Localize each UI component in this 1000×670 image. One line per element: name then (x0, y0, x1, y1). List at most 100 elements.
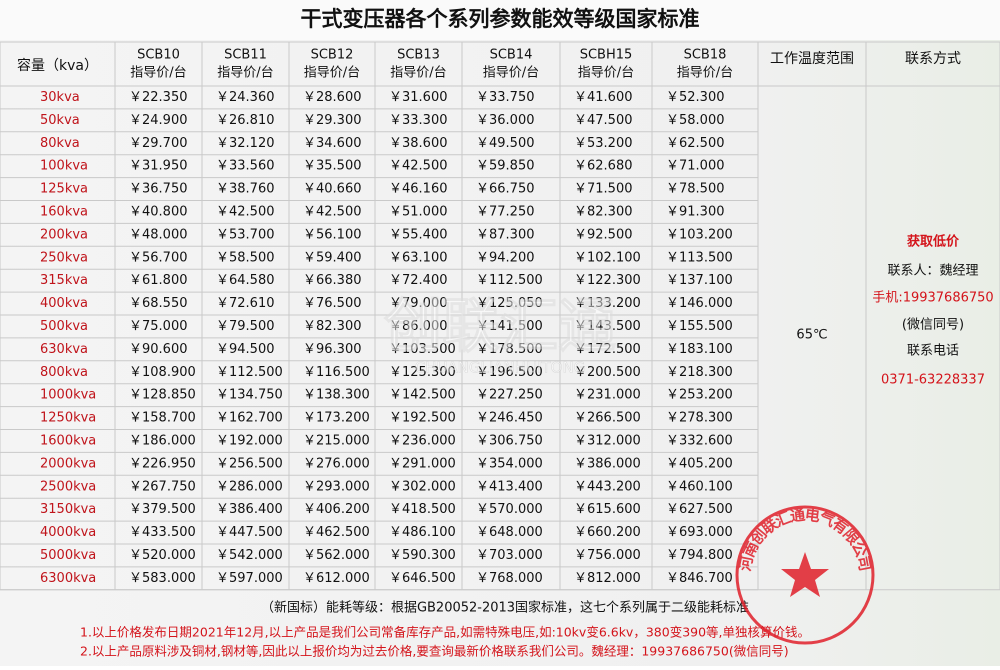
capacity-label: 630kva (40, 342, 88, 357)
price-cell: ￥583.000 (129, 571, 196, 586)
price-cell: ￥122.300 (574, 273, 641, 288)
price-cell: ￥612.000 (303, 571, 370, 586)
price-cell: ￥646.500 (389, 571, 456, 586)
price-cell: ￥138.300 (303, 388, 370, 403)
price-cell: ￥59.850 (476, 159, 535, 174)
title-band (0, 0, 1000, 40)
capacity-label: 800kva (40, 365, 88, 380)
price-cell: ￥192.500 (389, 411, 456, 426)
price-cell: ￥41.600 (574, 90, 633, 105)
column-header: SCB10 (137, 48, 180, 63)
price-cell: ￥562.000 (303, 548, 370, 563)
capacity-label: 5000kva (40, 548, 96, 563)
price-cell: ￥703.000 (476, 548, 543, 563)
price-cell: ￥142.500 (389, 388, 456, 403)
price-cell: ￥33.560 (216, 159, 275, 174)
price-cell: ￥63.100 (389, 250, 448, 265)
price-cell: ￥91.300 (666, 204, 725, 219)
price-cell: ￥71.500 (574, 182, 633, 197)
capacity-label: 80kva (40, 136, 80, 151)
price-cell: ￥291.000 (389, 456, 456, 471)
capacity-label: 30kva (40, 90, 80, 105)
price-cell: ￥113.500 (666, 250, 733, 265)
price-cell: ￥112.500 (216, 365, 283, 380)
price-cell: ￥108.900 (129, 365, 196, 380)
price-cell: ￥215.000 (303, 433, 370, 448)
price-cell: ￥76.500 (303, 296, 362, 311)
price-cell: ￥24.900 (129, 113, 188, 128)
capacity-label: 125kva (40, 182, 88, 197)
contact-line: (微信同号) (902, 318, 964, 333)
capacity-label: 1250kva (40, 411, 96, 426)
price-cell: ￥82.300 (303, 319, 362, 334)
price-cell: ￥196.500 (476, 365, 543, 380)
capacity-label: 1000kva (40, 388, 96, 403)
price-cell: ￥418.500 (389, 502, 456, 517)
title: 干式变压器各个系列参数能效等级国家标准 (301, 7, 700, 31)
price-cell: ￥62.500 (666, 136, 725, 151)
price-cell: ￥141.500 (476, 319, 543, 334)
price-cell: ￥112.500 (476, 273, 543, 288)
price-cell: ￥66.750 (476, 182, 535, 197)
price-cell: ￥92.500 (574, 227, 633, 242)
price-cell: ￥47.500 (574, 113, 633, 128)
price-cell: ￥53.200 (574, 136, 633, 151)
price-cell: ￥134.750 (216, 388, 283, 403)
price-cell: ￥413.400 (476, 479, 543, 494)
price-cell: ￥116.500 (303, 365, 370, 380)
price-cell: ￥59.400 (303, 250, 362, 265)
price-cell: ￥40.660 (303, 182, 362, 197)
column-subheader: 指导价/台 (304, 66, 360, 81)
capacity-label: 400kva (40, 296, 88, 311)
price-cell: ￥173.200 (303, 411, 370, 426)
price-cell: ￥72.610 (216, 296, 275, 311)
price-cell: ￥253.200 (666, 388, 733, 403)
column-header: SCB13 (397, 48, 440, 63)
price-cell: ￥29.700 (129, 136, 188, 151)
price-cell: ￥386.400 (216, 502, 283, 517)
column-header: SCB12 (311, 48, 354, 63)
price-cell: ￥52.300 (666, 90, 725, 105)
price-cell: ￥486.100 (389, 525, 456, 540)
price-cell: ￥32.120 (216, 136, 275, 151)
price-cell: ￥78.500 (666, 182, 725, 197)
price-cell: ￥627.500 (666, 502, 733, 517)
price-cell: ￥42.500 (216, 204, 275, 219)
price-cell: ￥276.000 (303, 456, 370, 471)
capacity-label: 6300kva (40, 571, 96, 586)
price-cell: ￥94.500 (216, 342, 275, 357)
price-cell: ￥158.700 (129, 411, 196, 426)
price-cell: ￥231.000 (574, 388, 641, 403)
price-cell: ￥51.000 (389, 204, 448, 219)
price-cell: ￥266.500 (574, 411, 641, 426)
price-cell: ￥56.700 (129, 250, 188, 265)
price-cell: ￥128.850 (129, 388, 196, 403)
price-cell: ￥77.250 (476, 204, 535, 219)
capacity-label: 50kva (40, 113, 80, 128)
price-cell: ￥24.360 (216, 90, 275, 105)
price-cell: ￥332.600 (666, 433, 733, 448)
price-cell: ￥40.800 (129, 204, 188, 219)
column-subheader: 指导价/台 (390, 66, 446, 81)
price-cell: ￥186.000 (129, 433, 196, 448)
price-cell: ￥286.000 (216, 479, 283, 494)
stamp-star (781, 552, 829, 597)
price-cell: ￥49.500 (476, 136, 535, 151)
capacity-label: 2500kva (40, 479, 96, 494)
price-cell: ￥293.000 (303, 479, 370, 494)
price-cell: ￥29.300 (303, 113, 362, 128)
price-cell: ￥306.750 (476, 433, 543, 448)
price-cell: ￥648.000 (476, 525, 543, 540)
price-cell: ￥102.100 (574, 250, 641, 265)
price-cell: ￥36.750 (129, 182, 188, 197)
price-cell: ￥379.500 (129, 502, 196, 517)
price-cell: ￥226.950 (129, 456, 196, 471)
price-cell: ￥218.300 (666, 365, 733, 380)
price-cell: ￥812.000 (574, 571, 641, 586)
price-cell: ￥38.760 (216, 182, 275, 197)
price-cell: ￥312.000 (574, 433, 641, 448)
price-cell: ￥90.600 (129, 342, 188, 357)
price-cell: ￥794.800 (666, 548, 733, 563)
